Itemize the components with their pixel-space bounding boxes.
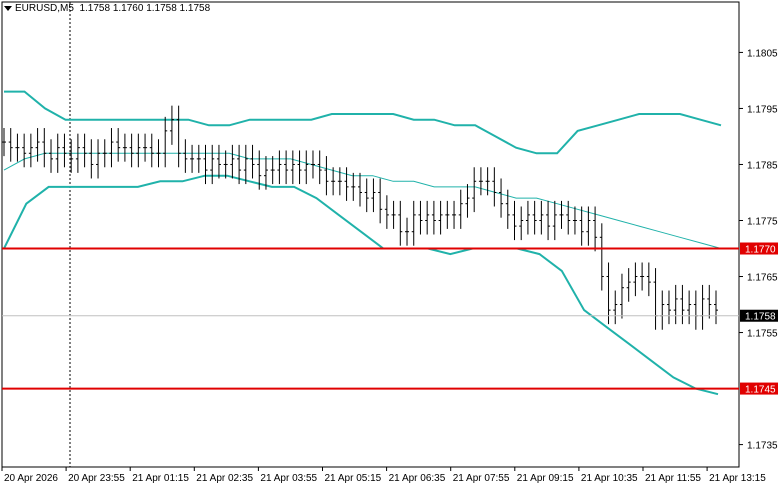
level-price-label: 1.1745: [745, 385, 776, 396]
triangle-down-icon: [4, 5, 12, 11]
y-tick-label: 1.1795: [747, 104, 778, 115]
y-tick-label: 1.1805: [747, 48, 778, 59]
chart-header: EURUSD,M5 1.1758 1.1760 1.1758 1.1758: [4, 3, 210, 14]
plot-frame: [1, 1, 740, 468]
current-price-label: 1.1758: [745, 312, 776, 323]
x-tick-label: 21 Apr 02:35: [196, 473, 253, 484]
x-tick-label: 21 Apr 09:15: [517, 473, 574, 484]
x-tick-label: 20 Apr 2026: [4, 473, 58, 484]
x-tick-label: 21 Apr 07:55: [453, 473, 510, 484]
level-price-label: 1.1770: [745, 245, 776, 256]
bollinger-mid-line: [3, 152, 722, 249]
ohlc-readout: 1.1758 1.1760 1.1758 1.1758: [79, 3, 211, 14]
x-tick-label: 21 Apr 11:55: [645, 473, 701, 484]
bollinger-lower-line: [3, 174, 719, 396]
y-tick-label: 1.1765: [747, 273, 778, 284]
bollinger-upper-line: [4, 90, 722, 155]
x-tick-label: 21 Apr 05:15: [325, 473, 382, 484]
x-tick-label: 21 Apr 13:15: [709, 473, 766, 484]
current-price-tag: [740, 309, 778, 322]
y-tick-label: 1.1775: [747, 216, 778, 227]
level-price-tag: [740, 242, 778, 255]
x-tick-label: 21 Apr 01:15: [132, 473, 189, 484]
x-tick-label: 21 Apr 03:55: [260, 473, 317, 484]
level-price-tag: [740, 382, 778, 395]
x-tick-label: 21 Apr 10:35: [581, 473, 638, 484]
y-tick-label: 1.1755: [747, 329, 778, 340]
y-tick-label: 1.1735: [747, 441, 778, 452]
symbol-label: EURUSD,M5: [15, 3, 74, 14]
x-tick-label: 20 Apr 23:55: [68, 473, 125, 484]
y-tick-label: 1.1785: [747, 160, 778, 171]
x-tick-label: 21 Apr 06:35: [389, 473, 446, 484]
